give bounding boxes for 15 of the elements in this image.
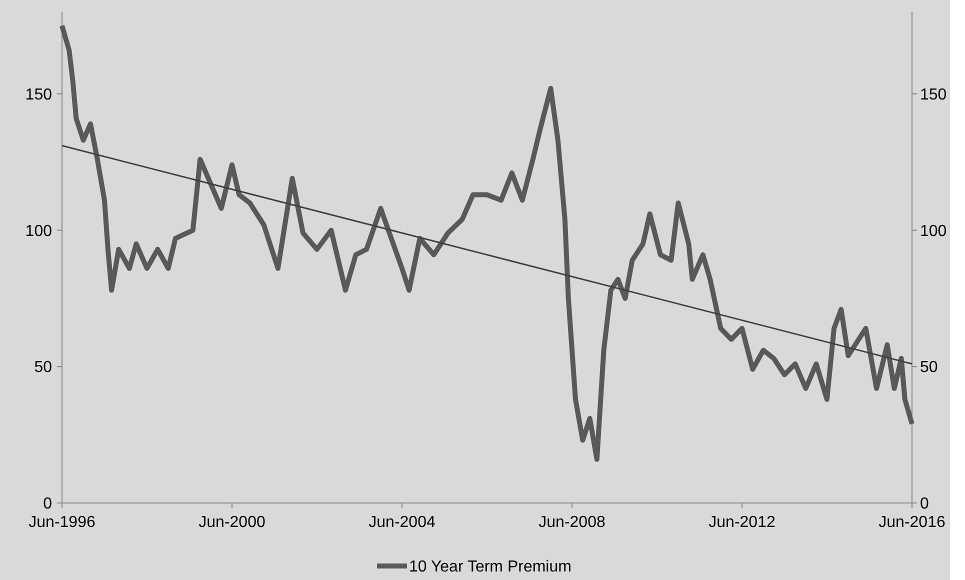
x-tick-label: Jun-1996 — [28, 514, 96, 531]
x-tick-label: Jun-2004 — [368, 514, 436, 531]
x-tick-label: Jun-2012 — [708, 514, 776, 531]
y2-tick-label: 0 — [920, 496, 929, 513]
y-tick-label: 150 — [25, 86, 52, 104]
y-tick-label: 50 — [34, 359, 52, 376]
y-tick-label: 100 — [25, 222, 52, 240]
y2-tick-label: 100 — [920, 222, 947, 240]
legend-label: 10 Year Term Premium — [409, 558, 572, 576]
y2-tick-label: 150 — [920, 86, 947, 104]
y2-tick-label: 50 — [920, 359, 938, 376]
x-tick-label: Jun-2016 — [878, 514, 946, 531]
x-tick-label: Jun-2000 — [198, 514, 266, 531]
x-tick-label: Jun-2008 — [538, 514, 606, 531]
y-tick-label: 0 — [43, 496, 52, 513]
